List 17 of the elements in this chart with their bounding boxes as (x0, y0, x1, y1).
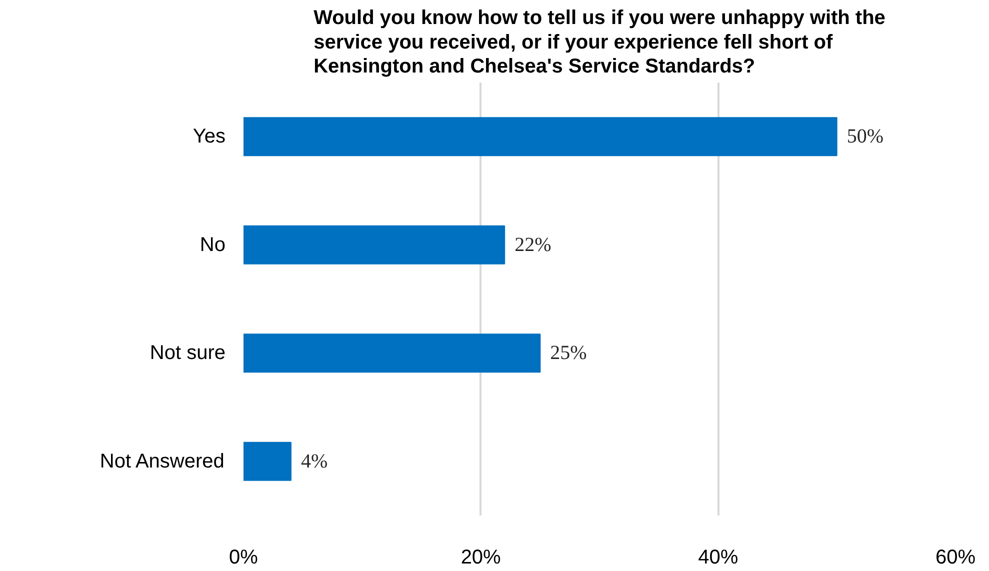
data-label: 4% (300, 450, 328, 472)
bar (244, 442, 292, 481)
data-label: 25% (550, 342, 587, 364)
bar (244, 117, 838, 156)
bar (244, 225, 506, 264)
data-label: 22% (514, 234, 552, 256)
y-tick-label: Not sure (150, 342, 226, 364)
y-tick-label: Not Answered (100, 450, 224, 472)
y-tick-label: Yes (192, 126, 226, 148)
data-label: 50% (846, 126, 884, 148)
y-tick-label: No (200, 234, 226, 256)
bar (244, 334, 541, 373)
x-tick-label: 40% (698, 546, 738, 568)
x-tick-label: 20% (460, 546, 502, 568)
chart-title: Would you know how to tell us if you were unhappy with the service you received, or if your experience fell short of Kensington and Chelsea's Service Standards? (314, 7, 886, 78)
x-tick-label: 0% (229, 546, 258, 568)
x-tick-label: 60% (935, 546, 976, 568)
